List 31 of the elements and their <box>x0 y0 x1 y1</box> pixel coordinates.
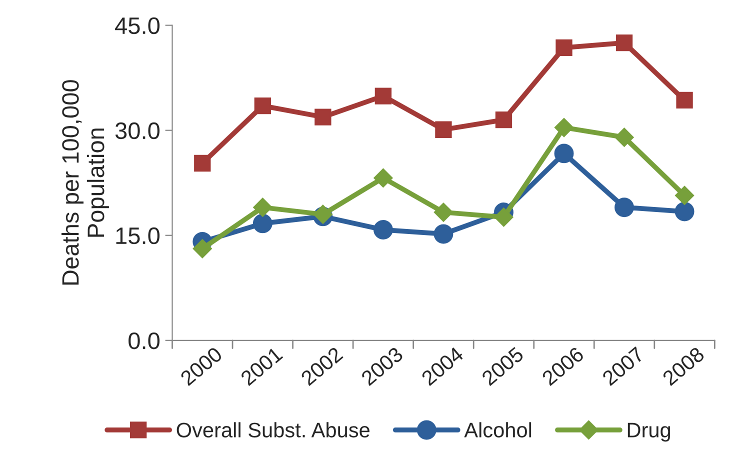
point <box>254 97 271 114</box>
point <box>614 128 634 147</box>
legend-label: Drug <box>628 422 670 442</box>
point <box>675 186 694 205</box>
point <box>495 111 512 128</box>
legend-label: Alcohol <box>464 422 532 438</box>
y-tick-label: 0.0 <box>128 332 160 350</box>
point <box>435 121 452 138</box>
point <box>253 198 272 217</box>
y-axis-title: Deaths per 100,000 Population <box>62 80 109 285</box>
point <box>192 239 212 258</box>
point <box>614 198 634 218</box>
point <box>374 88 392 104</box>
point <box>314 108 332 126</box>
point <box>434 202 453 222</box>
legend-label: Overall Subst. Abuse <box>176 422 370 438</box>
y-tick-label: 15.0 <box>116 227 160 244</box>
point <box>194 154 211 172</box>
point <box>373 220 393 240</box>
point <box>554 118 574 138</box>
point <box>434 224 454 244</box>
point <box>252 214 272 234</box>
point <box>554 144 574 164</box>
point <box>674 202 694 222</box>
point <box>556 39 572 56</box>
y-tick-label: 45.0 <box>115 17 160 34</box>
point <box>616 34 633 52</box>
point <box>676 92 693 109</box>
y-tick-label: 30.0 <box>115 122 160 140</box>
point <box>374 168 393 188</box>
point <box>494 208 514 227</box>
